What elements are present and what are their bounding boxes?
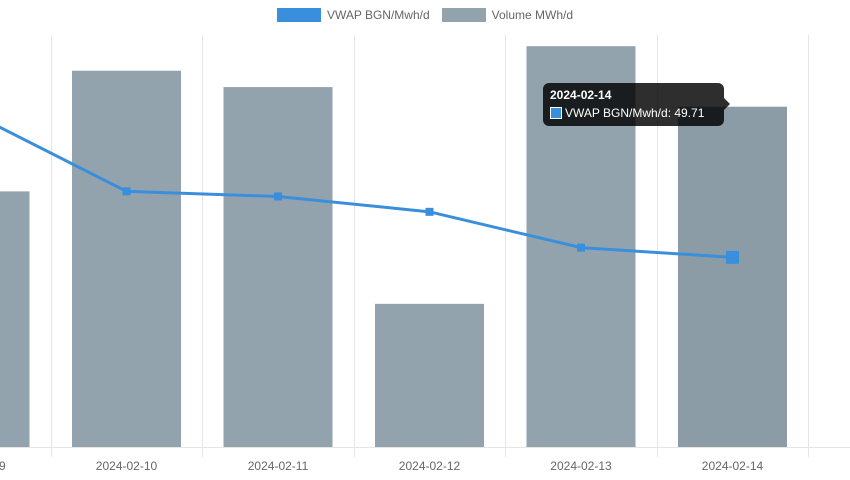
vwap-point <box>726 250 739 264</box>
volume-bars <box>0 46 787 448</box>
vwap-line <box>0 125 739 264</box>
legend-swatch-volume <box>441 8 486 22</box>
volume-bar <box>678 106 787 447</box>
x-tick-label: 2024-02-11 <box>248 459 309 473</box>
volume-bar <box>72 70 181 447</box>
tooltip-title: 2024-02-14 <box>550 88 612 102</box>
tooltip-value: VWAP BGN/Mwh/d: 49.71 <box>565 106 705 120</box>
x-axis-ticks: 2024-02-09 2024-02-10 2024-02-11 2024-02-12… <box>0 459 764 473</box>
vwap-point <box>425 207 434 216</box>
vwap-line-path <box>0 125 733 259</box>
x-tick-label: 2024-02-10 <box>96 459 158 473</box>
chart-tooltip: 2024-02-14 VWAP BGN/Mwh/d: 49.71 <box>543 83 730 126</box>
tooltip-body: VWAP BGN/Mwh/d: 49.71 <box>550 106 717 120</box>
legend-item-vwap[interactable]: VWAP BGN/Mwh/d <box>276 8 430 22</box>
vwap-point <box>122 187 131 196</box>
vwap-point <box>577 243 585 252</box>
legend-swatch-vwap <box>276 8 321 22</box>
x-tick-label: 2024-02-14 <box>702 459 764 473</box>
volume-bar <box>0 191 30 447</box>
tooltip-caret <box>724 98 730 110</box>
chart-legend: VWAP BGN/Mwh/d Volume MWh/d <box>0 8 850 22</box>
legend-label-vwap: VWAP BGN/Mwh/d <box>326 8 430 22</box>
legend-label-volume: Volume MWh/d <box>491 8 574 22</box>
volume-bar <box>223 87 333 447</box>
volume-bar <box>375 303 484 447</box>
tooltip-swatch <box>550 107 562 119</box>
x-tick-label: 2024-02-09 <box>0 459 6 473</box>
vwap-point <box>274 192 282 201</box>
x-tick-label: 2024-02-12 <box>399 459 461 473</box>
legend-item-volume[interactable]: Volume MWh/d <box>441 8 574 22</box>
x-tick-label: 2024-02-13 <box>550 459 612 473</box>
